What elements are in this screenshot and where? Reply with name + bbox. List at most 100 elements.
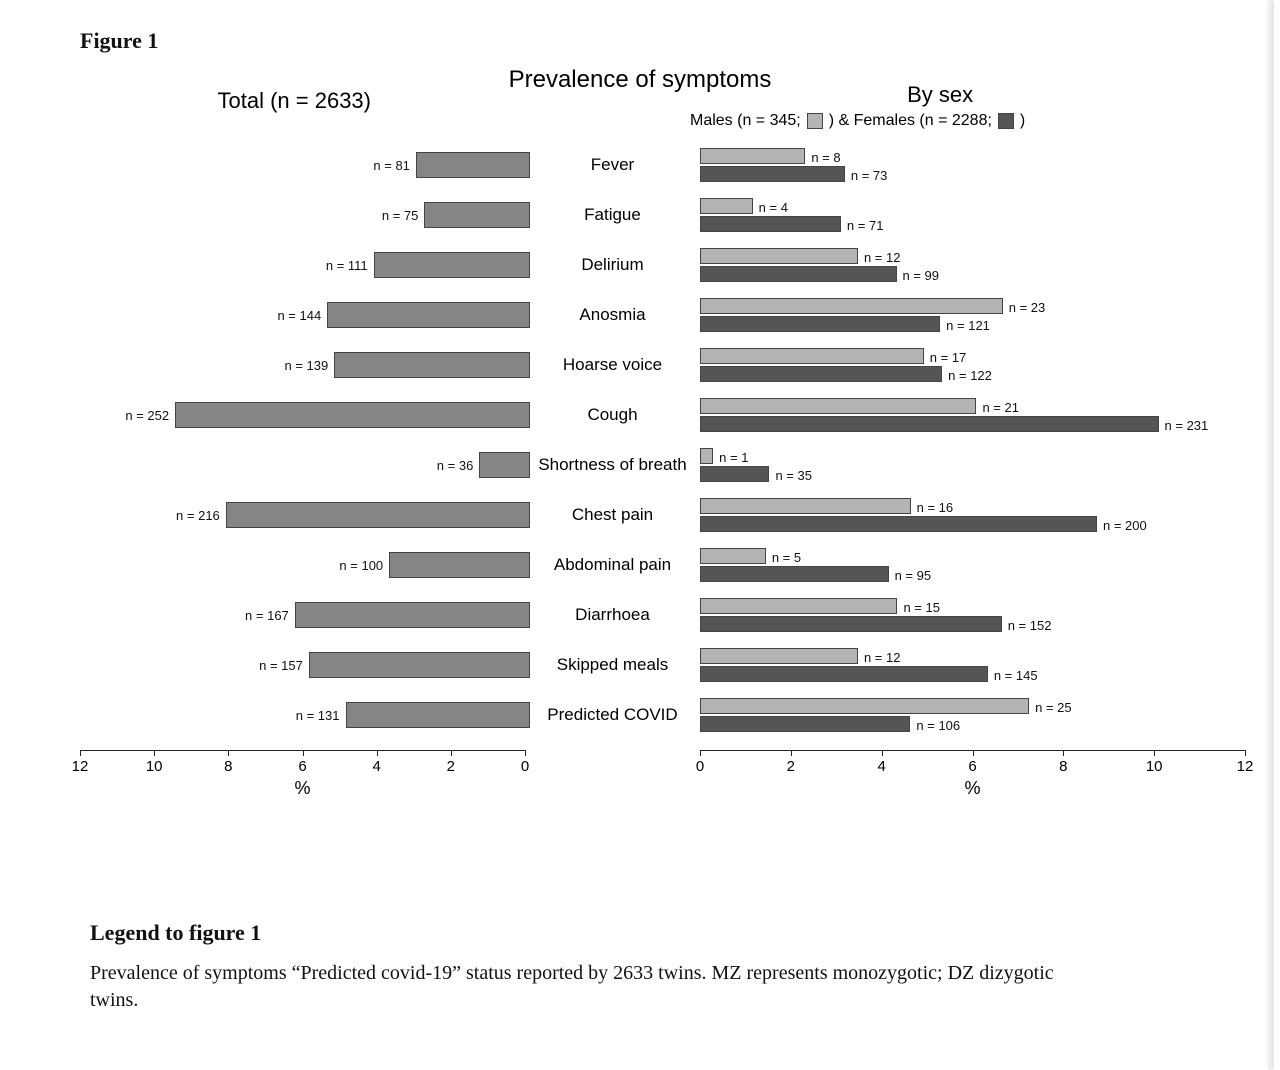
legend-block: Legend to figure 1 Prevalence of symptom… xyxy=(90,920,1100,1014)
page: Figure 1 Prevalence of symptoms Total (n… xyxy=(0,0,1280,1070)
axis-tick xyxy=(525,750,526,756)
total-bar-label: n = 252 xyxy=(125,408,169,423)
chart-row: Diarrhoean = 167n = 15n = 152 xyxy=(80,590,1250,640)
right-subsubtitle: Males (n = 345; ) & Females (n = 2288; ) xyxy=(690,112,1025,130)
females-bar xyxy=(700,216,841,232)
males-bar xyxy=(700,348,924,364)
symptom-label: Chest pain xyxy=(525,490,700,540)
axis-tick xyxy=(303,750,304,756)
total-bar-label: n = 131 xyxy=(296,708,340,723)
axis-tick-label: 0 xyxy=(696,758,704,775)
symptom-label: Anosmia xyxy=(525,290,700,340)
total-bar xyxy=(295,602,530,628)
butterfly-chart: Fevern = 81n = 8n = 73Fatiguen = 75n = 4… xyxy=(80,140,1250,790)
total-bar xyxy=(374,252,530,278)
symptom-label: Predicted COVID xyxy=(525,690,700,740)
chart-row: Fatiguen = 75n = 4n = 71 xyxy=(80,190,1250,240)
total-bar xyxy=(309,652,530,678)
males-bar-label: n = 25 xyxy=(1035,700,1072,715)
axis-tick-label: 10 xyxy=(146,758,163,775)
axis-tick xyxy=(791,750,792,756)
total-bar-label: n = 144 xyxy=(277,308,321,323)
females-bar-label: n = 231 xyxy=(1165,418,1209,433)
males-bar-label: n = 12 xyxy=(864,250,901,265)
axis-tick-label: 4 xyxy=(877,758,885,775)
males-bar xyxy=(700,248,858,264)
males-bar xyxy=(700,398,976,414)
females-bar-label: n = 122 xyxy=(948,368,992,383)
total-bar xyxy=(226,502,530,528)
males-bar xyxy=(700,598,897,614)
axis-tick xyxy=(80,750,81,756)
females-bar-label: n = 106 xyxy=(916,718,960,733)
females-bar xyxy=(700,466,769,482)
symptom-label: Fever xyxy=(525,140,700,190)
males-bar xyxy=(700,648,858,664)
axis-tick xyxy=(1245,750,1246,756)
swatch-females xyxy=(998,113,1014,129)
symptom-label: Skipped meals xyxy=(525,640,700,690)
total-bar xyxy=(346,702,531,728)
total-bar xyxy=(389,552,530,578)
axis-tick-label: 8 xyxy=(224,758,232,775)
chart-row: Shortness of breathn = 36n = 1n = 35 xyxy=(80,440,1250,490)
females-bar xyxy=(700,616,1002,632)
females-bar xyxy=(700,516,1097,532)
axis-tick-label: 6 xyxy=(298,758,306,775)
males-bar-label: n = 15 xyxy=(903,600,940,615)
total-bar-label: n = 81 xyxy=(373,158,410,173)
axis-tick xyxy=(973,750,974,756)
total-bar xyxy=(327,302,530,328)
total-bar-label: n = 100 xyxy=(339,558,383,573)
axis-tick xyxy=(228,750,229,756)
males-bar-label: n = 21 xyxy=(982,400,1019,415)
symptom-label: Delirium xyxy=(525,240,700,290)
chart-row: Abdominal pain n = 100 n = 5 n = 95 xyxy=(80,540,1250,590)
chart-row: Cough n = 252 n = 21 n = 231 xyxy=(80,390,1250,440)
males-bar-label: n = 17 xyxy=(930,350,967,365)
females-bar-label: n = 152 xyxy=(1008,618,1052,633)
axis-tick-label: 2 xyxy=(447,758,455,775)
males-bar xyxy=(700,148,805,164)
total-bar xyxy=(424,202,530,228)
axis-tick xyxy=(1154,750,1155,756)
females-bar xyxy=(700,316,940,332)
males-bar-label: n = 4 xyxy=(759,200,788,215)
chart-main-title: Prevalence of symptoms xyxy=(0,66,1280,94)
subsub-mid: ) & Females (n = 2288; xyxy=(829,112,992,130)
axis-tick-label: 0 xyxy=(521,758,529,775)
axis-tick xyxy=(377,750,378,756)
females-bar xyxy=(700,266,897,282)
males-bar-label: n = 23 xyxy=(1009,300,1046,315)
males-bar xyxy=(700,498,911,514)
males-bar xyxy=(700,298,1003,314)
total-bar-label: n = 36 xyxy=(437,458,474,473)
total-bar-label: n = 157 xyxy=(259,658,303,673)
symptom-label: Hoarse voice xyxy=(525,340,700,390)
subsub-pre: Males (n = 345; xyxy=(690,112,801,130)
males-bar xyxy=(700,698,1029,714)
legend-text: Prevalence of symptoms “Predicted covid-… xyxy=(90,960,1100,1014)
males-bar-label: n = 12 xyxy=(864,650,901,665)
males-bar-label: n = 5 xyxy=(772,550,801,565)
females-bar-label: n = 71 xyxy=(847,218,884,233)
left-subtitle: Total (n = 2633) xyxy=(218,88,371,114)
axis-tick-label: 4 xyxy=(372,758,380,775)
females-bar-label: n = 99 xyxy=(903,268,940,283)
males-bar-label: n = 8 xyxy=(811,150,840,165)
females-bar xyxy=(700,166,845,182)
axis-tick-label: 10 xyxy=(1146,758,1163,775)
symptom-label: Fatigue xyxy=(525,190,700,240)
females-bar-label: n = 35 xyxy=(775,468,812,483)
females-bar-label: n = 145 xyxy=(994,668,1038,683)
total-bar xyxy=(479,452,530,478)
males-bar-label: n = 1 xyxy=(719,450,748,465)
total-bar-label: n = 139 xyxy=(284,358,328,373)
total-bar xyxy=(334,352,530,378)
chart-row: Fevern = 81n = 8n = 73 xyxy=(80,140,1250,190)
females-bar-label: n = 95 xyxy=(895,568,932,583)
subsub-post: ) xyxy=(1020,112,1025,130)
symptom-label: Abdominal pain xyxy=(525,540,700,590)
symptom-label: Cough xyxy=(525,390,700,440)
right-subtitle: By sex xyxy=(907,82,973,108)
